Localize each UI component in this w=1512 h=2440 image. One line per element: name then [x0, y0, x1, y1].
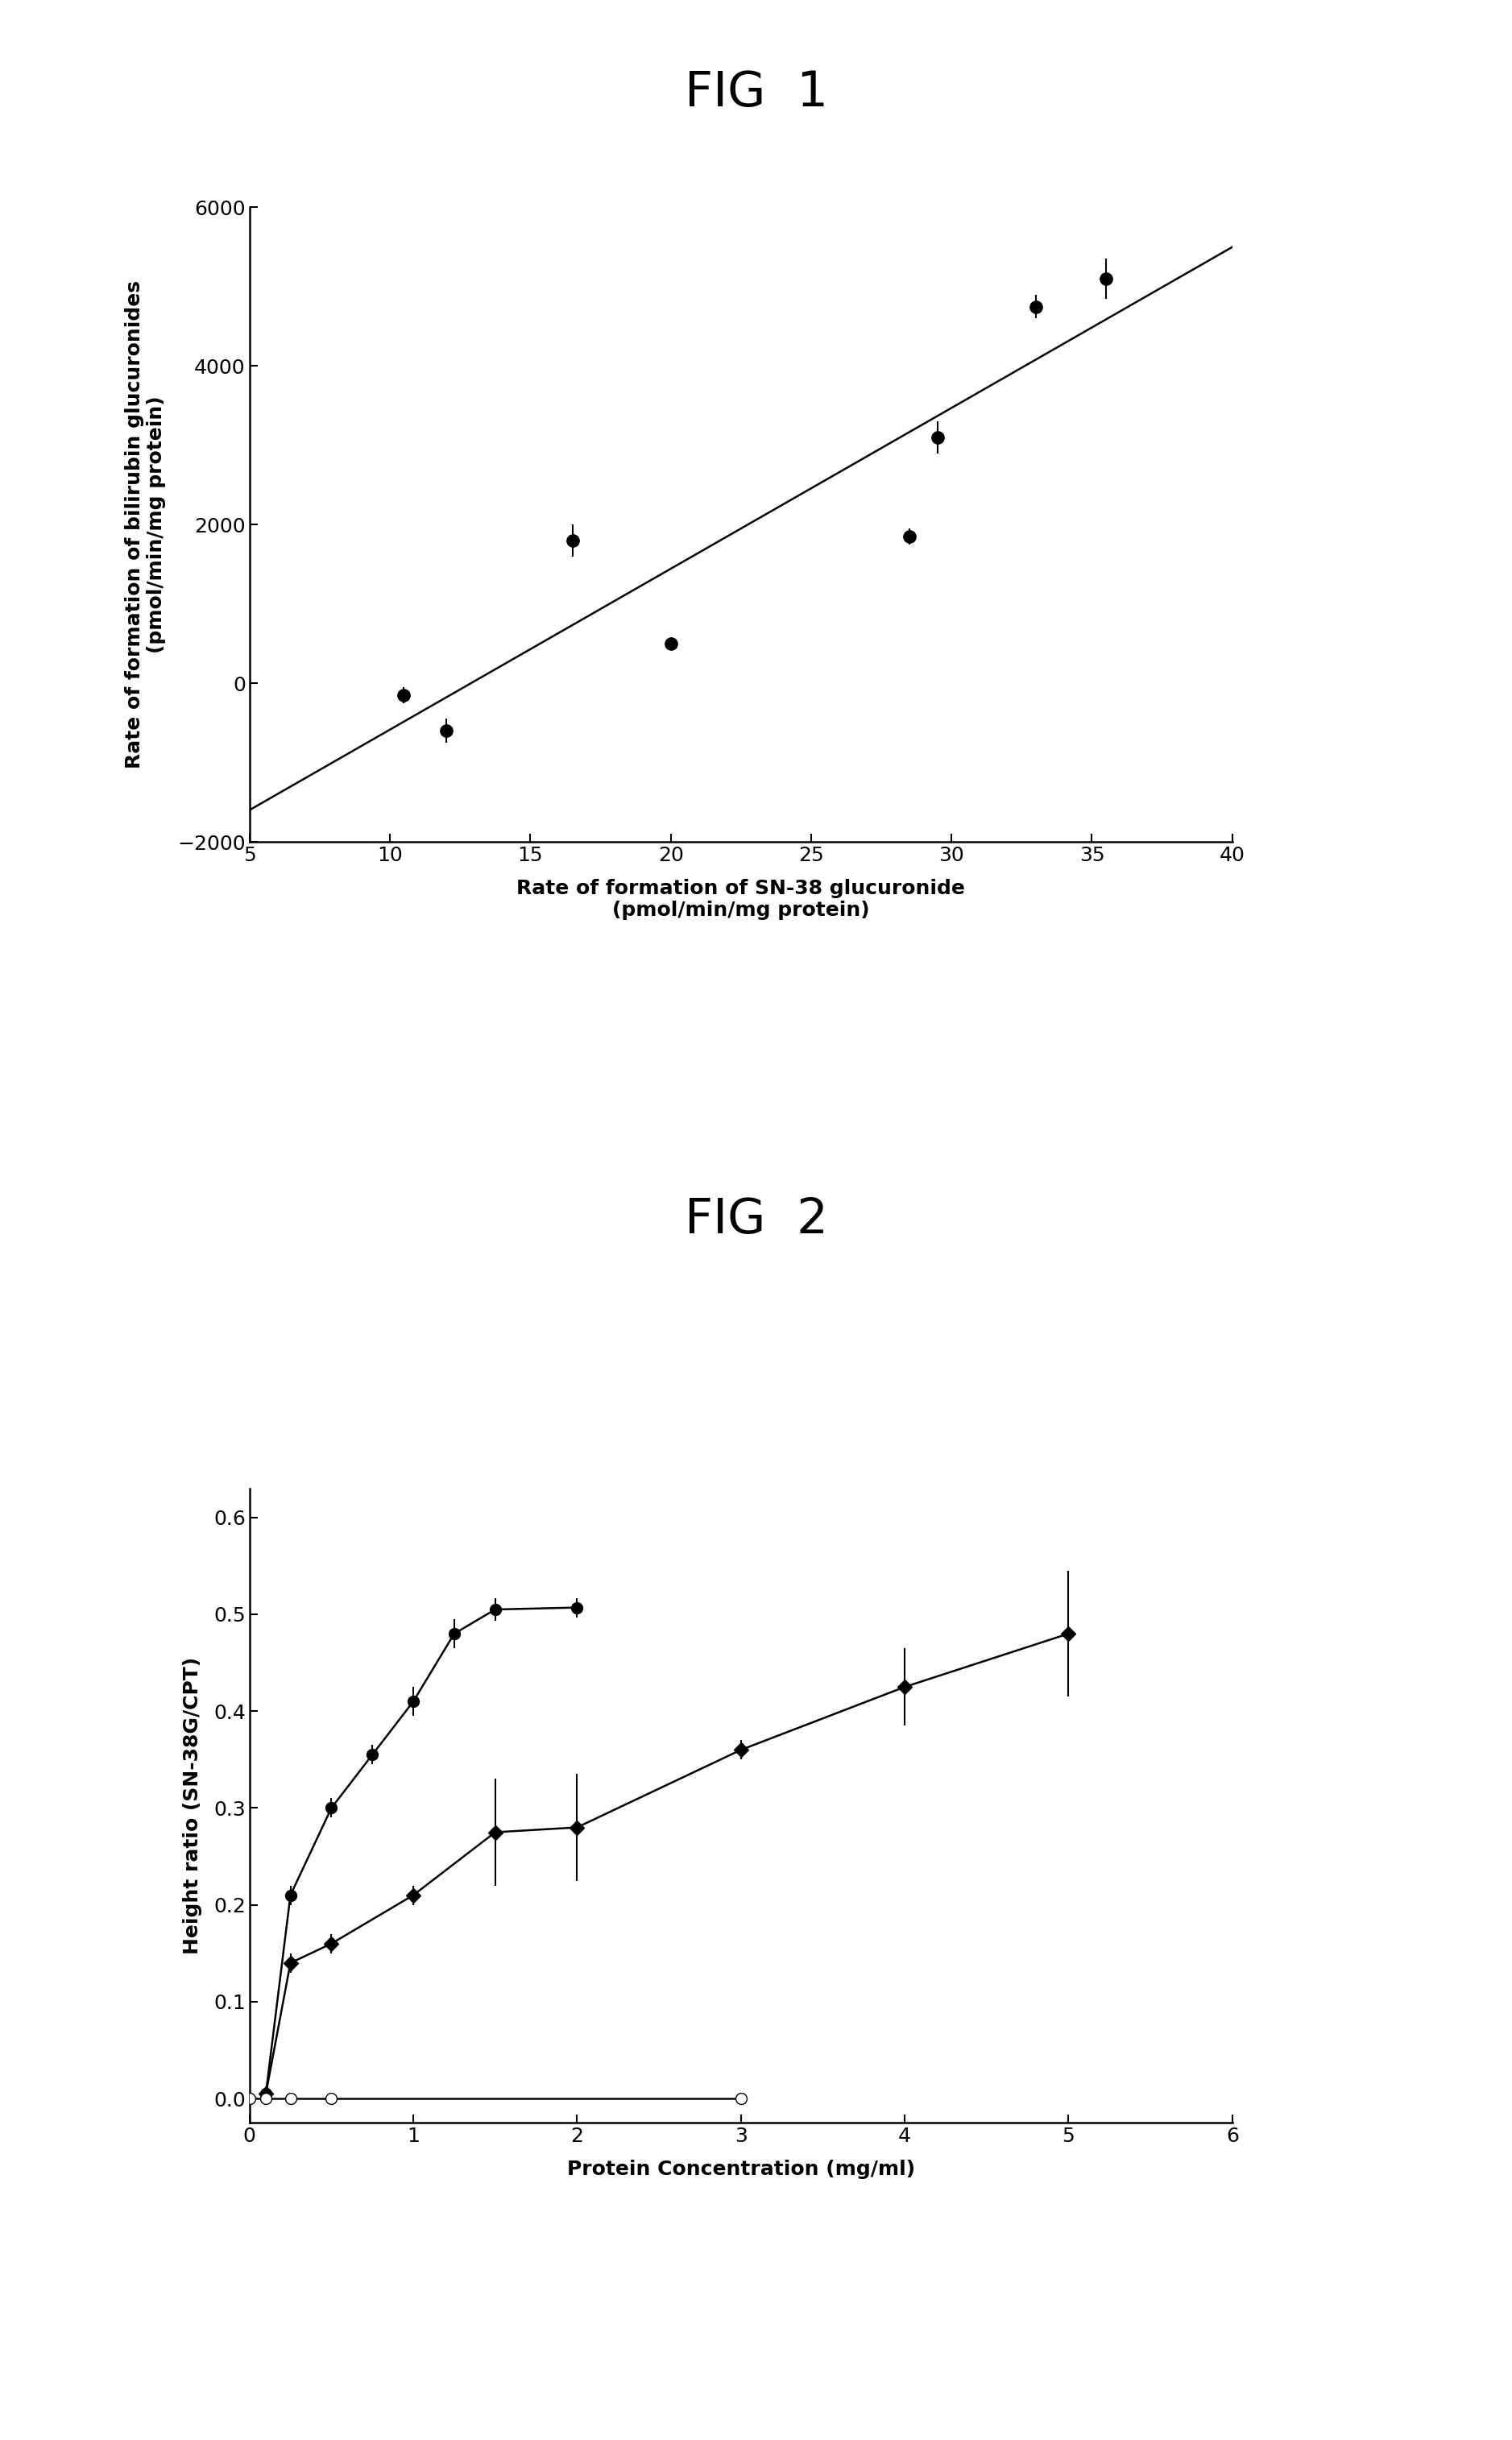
Y-axis label: Height ratio (SN-38G/CPT): Height ratio (SN-38G/CPT) [183, 1657, 203, 1954]
X-axis label: Rate of formation of SN-38 glucuronide
(pmol/min/mg protein): Rate of formation of SN-38 glucuronide (… [517, 878, 965, 920]
X-axis label: Protein Concentration (mg/ml): Protein Concentration (mg/ml) [567, 2159, 915, 2179]
Y-axis label: Rate of formation of bilirubin glucuronides
(pmol/min/mg protein): Rate of formation of bilirubin glucuroni… [124, 281, 166, 769]
Text: FIG  2: FIG 2 [685, 1196, 827, 1244]
Text: FIG  1: FIG 1 [685, 68, 827, 117]
